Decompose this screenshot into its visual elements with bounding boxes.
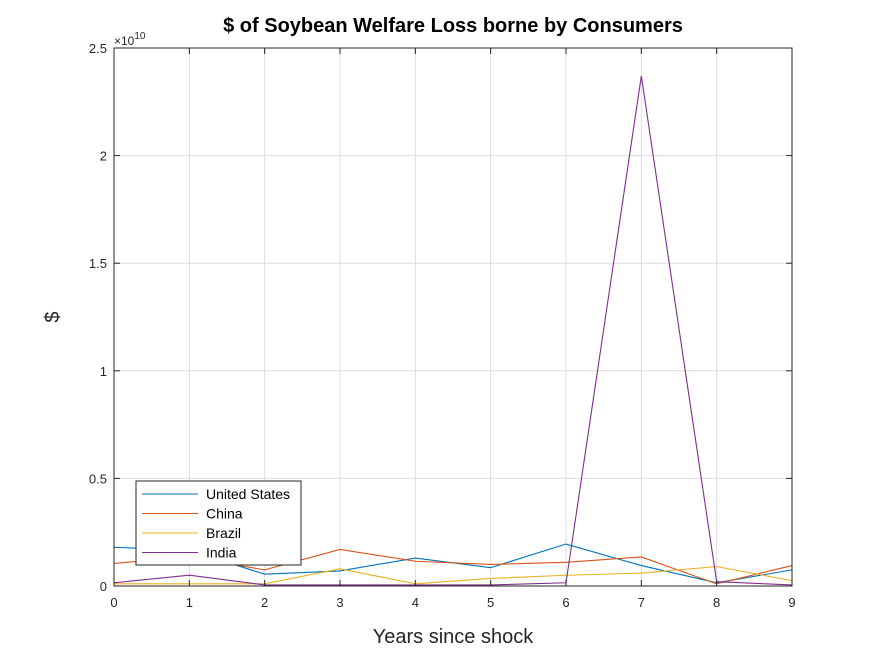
y-tick-label: 0 bbox=[100, 579, 107, 594]
x-tick-label: 4 bbox=[412, 595, 419, 610]
y-tick-label: 2 bbox=[100, 149, 107, 164]
x-axis-label: Years since shock bbox=[373, 626, 534, 648]
y-axis-exponent: ×1010 bbox=[114, 31, 146, 48]
legend-box bbox=[135, 480, 302, 566]
x-tick-label: 5 bbox=[487, 595, 494, 610]
legend-label: United States bbox=[206, 486, 290, 502]
series-line-india bbox=[113, 75, 793, 586]
legend: United States China Brazil India bbox=[135, 480, 302, 566]
y-tick-label: 1.5 bbox=[89, 256, 107, 271]
x-tick-label: 7 bbox=[638, 595, 645, 610]
x-tick-label: 2 bbox=[261, 595, 268, 610]
y-axis-label: $ bbox=[42, 311, 64, 322]
legend-label: China bbox=[206, 506, 243, 522]
plot-area-border bbox=[113, 47, 793, 587]
x-tick-label: 0 bbox=[110, 595, 117, 610]
y-tick-label: 0.5 bbox=[89, 471, 107, 486]
x-tick-label: 8 bbox=[713, 595, 720, 610]
y-tick-label: 1 bbox=[100, 364, 107, 379]
chart-title: $ of Soybean Welfare Loss borne by Consu… bbox=[223, 15, 683, 37]
axis-ticks: 0 1 2 3 4 5 6 7 8 9 0 0.5 1 1.5 2 2.5 bbox=[89, 41, 796, 610]
y-tick-label: 2.5 bbox=[89, 41, 107, 56]
x-tick-label: 9 bbox=[788, 595, 795, 610]
x-tick-label: 3 bbox=[336, 595, 343, 610]
x-tick-label: 1 bbox=[186, 595, 193, 610]
series-line-brazil bbox=[114, 566, 793, 585]
x-tick-label: 6 bbox=[562, 595, 569, 610]
legend-label: India bbox=[206, 545, 237, 561]
legend-label: Brazil bbox=[206, 525, 241, 541]
